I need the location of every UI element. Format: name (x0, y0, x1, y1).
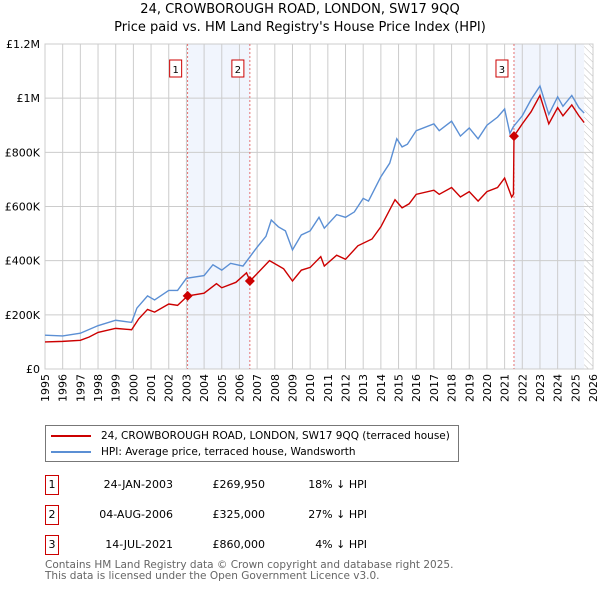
chart-subtitle: Price paid vs. HM Land Registry's House … (114, 20, 486, 35)
transaction-price: £269,950 (212, 478, 266, 491)
sale-label-box (169, 59, 183, 78)
x-tick-label: 2016 (410, 374, 423, 402)
x-tick-label: 2025 (569, 374, 582, 402)
y-tick-label: £200K (5, 309, 41, 322)
transaction-marker: 2 (45, 505, 59, 525)
x-tick-label: 2001 (145, 374, 158, 402)
transaction-hpi-diff: 27% ↓ HPI (308, 508, 367, 521)
y-tick-label: £800K (5, 146, 41, 159)
x-tick-label: 2021 (499, 374, 512, 402)
x-tick-label: 2019 (463, 374, 476, 402)
y-tick-label: £1.2M (6, 38, 40, 51)
chart-legend: 24, CROWBOROUGH ROAD, LONDON, SW17 9QQ (… (45, 425, 459, 462)
x-tick-label: 2002 (163, 374, 176, 402)
legend-label: 24, CROWBOROUGH ROAD, LONDON, SW17 9QQ (… (101, 430, 450, 442)
sale-point (244, 275, 255, 286)
x-tick-label: 2010 (304, 374, 317, 402)
x-tick-label: 1995 (39, 374, 52, 402)
transaction-row: 1 24-JAN-2003 £269,950 18% ↓ HPI (45, 475, 465, 495)
footer-licence: This data is licensed under the Open Gov… (45, 570, 380, 582)
x-tick-label: 2013 (357, 374, 370, 402)
transaction-marker: 3 (45, 535, 59, 555)
legend-item-property: 24, CROWBOROUGH ROAD, LONDON, SW17 9QQ (… (51, 429, 450, 443)
legend-swatch-red (51, 435, 91, 437)
transaction-hpi-diff: 4% ↓ HPI (315, 538, 367, 551)
sale-label: 1 (172, 65, 178, 76)
x-tick-label: 2026 (587, 374, 600, 402)
footer-copyright: Contains HM Land Registry data © Crown c… (45, 559, 454, 571)
legend-swatch-blue (51, 451, 91, 453)
series-line (44, 93, 585, 343)
x-tick-label: 2008 (269, 374, 282, 402)
x-tick-label: 2020 (481, 374, 494, 402)
transaction-row: 2 04-AUG-2006 £325,000 27% ↓ HPI (45, 505, 465, 525)
sale-label: 2 (235, 65, 241, 76)
x-tick-label: 2000 (127, 374, 140, 402)
legend-label: HPI: Average price, terraced house, Wand… (101, 446, 356, 458)
transaction-row: 3 14-JUL-2021 £860,000 4% ↓ HPI (45, 535, 465, 555)
transaction-date: 14-JUL-2021 (105, 538, 173, 551)
x-tick-label: 2011 (322, 374, 335, 402)
plot-border (44, 43, 594, 370)
x-tick-label: 1998 (92, 374, 105, 402)
x-tick-label: 2017 (428, 374, 441, 402)
chart-title: 24, CROWBOROUGH ROAD, LONDON, SW17 9QQ (140, 2, 460, 17)
sale-point (182, 290, 193, 301)
sale-label: 3 (499, 65, 505, 76)
transaction-price: £325,000 (212, 508, 266, 521)
x-tick-label: 2003 (180, 374, 193, 402)
price-chart: 1995 1996 1997 1998 1999 2000 2001 2002 2003 2004… (5, 38, 600, 402)
sale-point (508, 131, 519, 142)
x-tick-label: 1999 (110, 374, 123, 402)
x-tick-label: 2012 (340, 374, 353, 402)
x-tick-label: 2014 (375, 374, 388, 402)
x-tick-label: 1997 (74, 374, 87, 402)
x-tick-label: 2009 (286, 374, 299, 402)
transaction-date: 04-AUG-2006 (99, 508, 173, 521)
y-tick-label: £0 (26, 363, 40, 376)
x-tick-label: 2022 (516, 374, 529, 402)
x-tick-label: 2023 (534, 374, 547, 402)
transaction-marker: 1 (45, 475, 59, 495)
series-line (44, 84, 585, 337)
y-tick-label: £1M (17, 92, 41, 105)
x-tick-label: 1996 (57, 374, 70, 402)
y-tick-label: £600K (5, 201, 41, 214)
x-tick-label: 2024 (552, 374, 565, 402)
transaction-hpi-diff: 18% ↓ HPI (308, 478, 367, 491)
legend-item-hpi: HPI: Average price, terraced house, Wand… (51, 445, 356, 459)
sale-label-box (231, 59, 245, 78)
x-tick-label: 2018 (446, 374, 459, 402)
x-tick-label: 2015 (393, 374, 406, 402)
x-tick-label: 2004 (198, 374, 211, 402)
x-tick-label: 2005 (216, 374, 229, 402)
transaction-price: £860,000 (212, 538, 266, 551)
x-tick-label: 2006 (233, 374, 246, 402)
x-tick-label: 2007 (251, 374, 264, 402)
transaction-date: 24-JAN-2003 (103, 478, 173, 491)
y-tick-label: £400K (5, 255, 41, 268)
sale-label-box (495, 59, 509, 78)
